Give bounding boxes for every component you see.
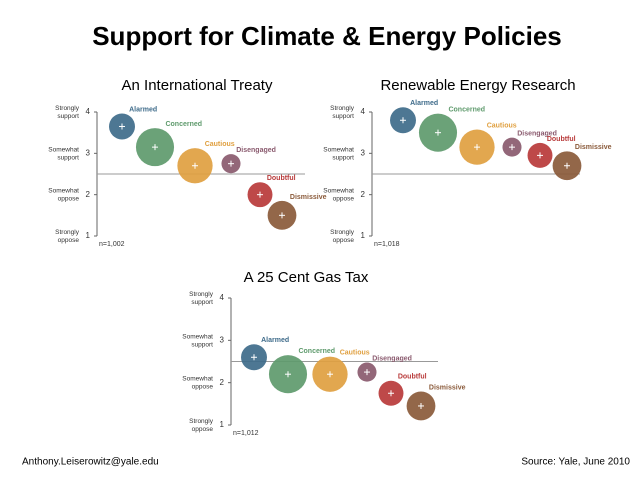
y-tick-label: 3 — [361, 148, 366, 157]
y-tick-label: 2 — [361, 190, 366, 199]
bubble-label: Doubtful — [267, 175, 296, 182]
y-tick-description: Strongly oppose — [330, 229, 355, 244]
chart-title: A 25 Cent Gas Tax — [244, 269, 369, 286]
sample-note: n=1,018 — [374, 241, 400, 248]
footer-source: Source: Yale, June 2010 — [521, 457, 630, 468]
bubble-label: Doubtful — [547, 136, 576, 143]
y-tick-description: Strongly support — [330, 105, 355, 120]
y-tick-label: 4 — [86, 107, 91, 116]
y-tick-label: 2 — [220, 378, 225, 387]
bubble-label: Disengaged — [372, 355, 412, 362]
chart-title: Renewable Energy Research — [380, 77, 575, 94]
bubble-label: Concerned — [165, 121, 202, 128]
bubble-label: Dismissive — [429, 384, 466, 391]
sample-note: n=1,012 — [233, 430, 259, 437]
y-tick-description: Somewhat support — [182, 333, 213, 348]
bubble-label: Disengaged — [517, 130, 557, 137]
y-tick-description: Strongly support — [189, 291, 214, 306]
y-tick-description: Somewhat oppose — [323, 187, 354, 202]
y-tick-label: 3 — [86, 148, 91, 157]
y-tick-label: 4 — [220, 293, 225, 302]
y-tick-label: 2 — [86, 190, 91, 199]
chart-title: An International Treaty — [122, 77, 273, 94]
y-tick-label: 1 — [86, 231, 91, 240]
bubble-label: Cautious — [487, 122, 517, 129]
slide-title: Support for Climate & Energy Policies — [92, 21, 562, 51]
bubble-label: Alarmed — [410, 100, 438, 107]
sample-note: n=1,002 — [99, 241, 125, 248]
y-tick-label: 1 — [220, 420, 225, 429]
bubble-label: Dismissive — [575, 144, 612, 151]
y-tick-description: Somewhat support — [48, 146, 79, 161]
y-tick-label: 3 — [220, 335, 225, 344]
bubble-label: Doubtful — [398, 374, 427, 381]
y-tick-description: Somewhat support — [323, 146, 354, 161]
y-tick-description: Strongly oppose — [55, 229, 80, 244]
y-tick-description: Strongly oppose — [189, 418, 214, 433]
bubble-label: Disengaged — [236, 147, 276, 154]
y-tick-label: 4 — [361, 107, 366, 116]
y-tick-description: Somewhat oppose — [182, 375, 213, 390]
bubble-label: Concerned — [448, 106, 485, 113]
bubble-label: Concerned — [298, 348, 335, 355]
y-tick-label: 1 — [361, 231, 366, 240]
bubble-label: Alarmed — [261, 337, 289, 344]
y-tick-description: Strongly support — [55, 105, 80, 120]
footer-email: Anthony.Leiserowitz@yale.edu — [22, 457, 159, 468]
y-tick-description: Somewhat oppose — [48, 187, 79, 202]
bubble-label: Alarmed — [129, 106, 157, 113]
bubble-label: Cautious — [205, 141, 235, 148]
bubble-label: Dismissive — [290, 194, 327, 201]
bubble-label: Cautious — [340, 349, 370, 356]
